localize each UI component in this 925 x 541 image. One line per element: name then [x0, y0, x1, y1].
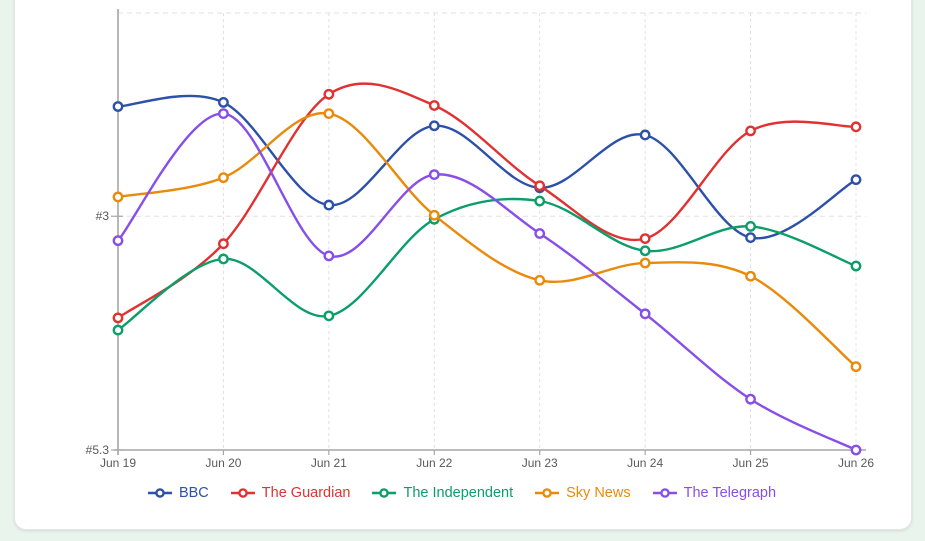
y-tick-label: #3 [95, 209, 109, 224]
data-point-marker [112, 191, 124, 203]
data-point-marker [745, 232, 756, 243]
data-point-marker [112, 101, 124, 112]
legend-item-the-guardian[interactable]: The Guardian [230, 484, 351, 501]
legend-marker-icon [230, 488, 255, 498]
x-tick-label: Jun 22 [416, 456, 453, 470]
legend-item-sky-news[interactable]: Sky News [535, 484, 631, 501]
x-tick-label: Jun 19 [99, 456, 137, 470]
series-the-independent [112, 195, 862, 336]
series-bbc [112, 94, 862, 243]
data-point-marker [639, 308, 651, 320]
series-sky-news [112, 108, 862, 373]
data-point-marker [850, 444, 862, 456]
data-point-marker [218, 108, 229, 120]
legend-item-bbc[interactable]: BBC [147, 484, 209, 501]
data-point-marker [218, 172, 229, 184]
x-tick-label: Jun 20 [205, 456, 242, 470]
data-point-marker [639, 245, 651, 257]
data-point-marker [218, 238, 229, 250]
data-point-marker [850, 260, 862, 272]
x-tick-label: Jun 24 [627, 456, 664, 470]
legend-item-the-telegraph[interactable]: The Telegraph [652, 484, 777, 501]
data-point-marker [323, 88, 335, 100]
data-point-marker [428, 209, 440, 221]
data-point-marker [323, 250, 335, 262]
data-point-marker [323, 310, 335, 322]
data-point-marker [745, 270, 756, 282]
chart-legend: BBC The Guardian The Independent Sky New… [30, 481, 894, 505]
legend-marker-icon [147, 488, 172, 498]
legend-item-label: The Guardian [261, 484, 351, 501]
y-tick-label: #5.3 [85, 443, 109, 457]
data-point-marker [112, 235, 124, 247]
data-point-marker [112, 324, 124, 336]
legend-marker-icon [372, 488, 397, 498]
data-point-marker [745, 221, 756, 232]
data-point-marker [534, 180, 546, 192]
data-point-marker [323, 199, 335, 211]
data-point-marker [428, 100, 440, 111]
data-point-marker [218, 253, 229, 265]
x-tick-label: Jun 21 [310, 456, 347, 470]
x-tick-label: Jun 23 [521, 456, 558, 470]
data-point-marker [745, 125, 756, 137]
data-point-marker [850, 121, 862, 133]
series-the-telegraph [112, 108, 862, 456]
chart-card [14, 0, 912, 530]
legend-item-label: The Telegraph [683, 484, 777, 501]
series-the-guardian [112, 82, 862, 324]
data-point-marker [850, 361, 862, 373]
legend-marker-icon [652, 488, 677, 498]
data-point-marker [534, 195, 546, 207]
legend-item-label: BBC [178, 484, 209, 501]
data-point-marker [112, 312, 124, 324]
data-point-marker [534, 228, 546, 239]
legend-item-the-independent[interactable]: The Independent [372, 486, 513, 501]
data-point-marker [850, 174, 862, 186]
data-point-marker [218, 97, 229, 108]
legend-marker-icon [535, 488, 560, 498]
data-point-marker [639, 129, 651, 141]
data-point-marker [323, 108, 335, 120]
x-tick-label: Jun 25 [732, 456, 769, 470]
legend-item-label: Sky News [566, 484, 631, 501]
data-point-marker [639, 257, 651, 269]
data-point-marker [745, 393, 756, 405]
series-line [116, 112, 858, 368]
series-line [116, 197, 858, 332]
data-point-marker [428, 120, 440, 132]
data-point-marker [428, 169, 440, 180]
data-point-marker [639, 233, 651, 245]
x-tick-label: Jun 26 [837, 456, 875, 470]
legend-item-label: The Independent [403, 484, 514, 501]
data-point-marker [534, 274, 546, 286]
series-line [116, 94, 858, 240]
series-line [116, 82, 858, 320]
